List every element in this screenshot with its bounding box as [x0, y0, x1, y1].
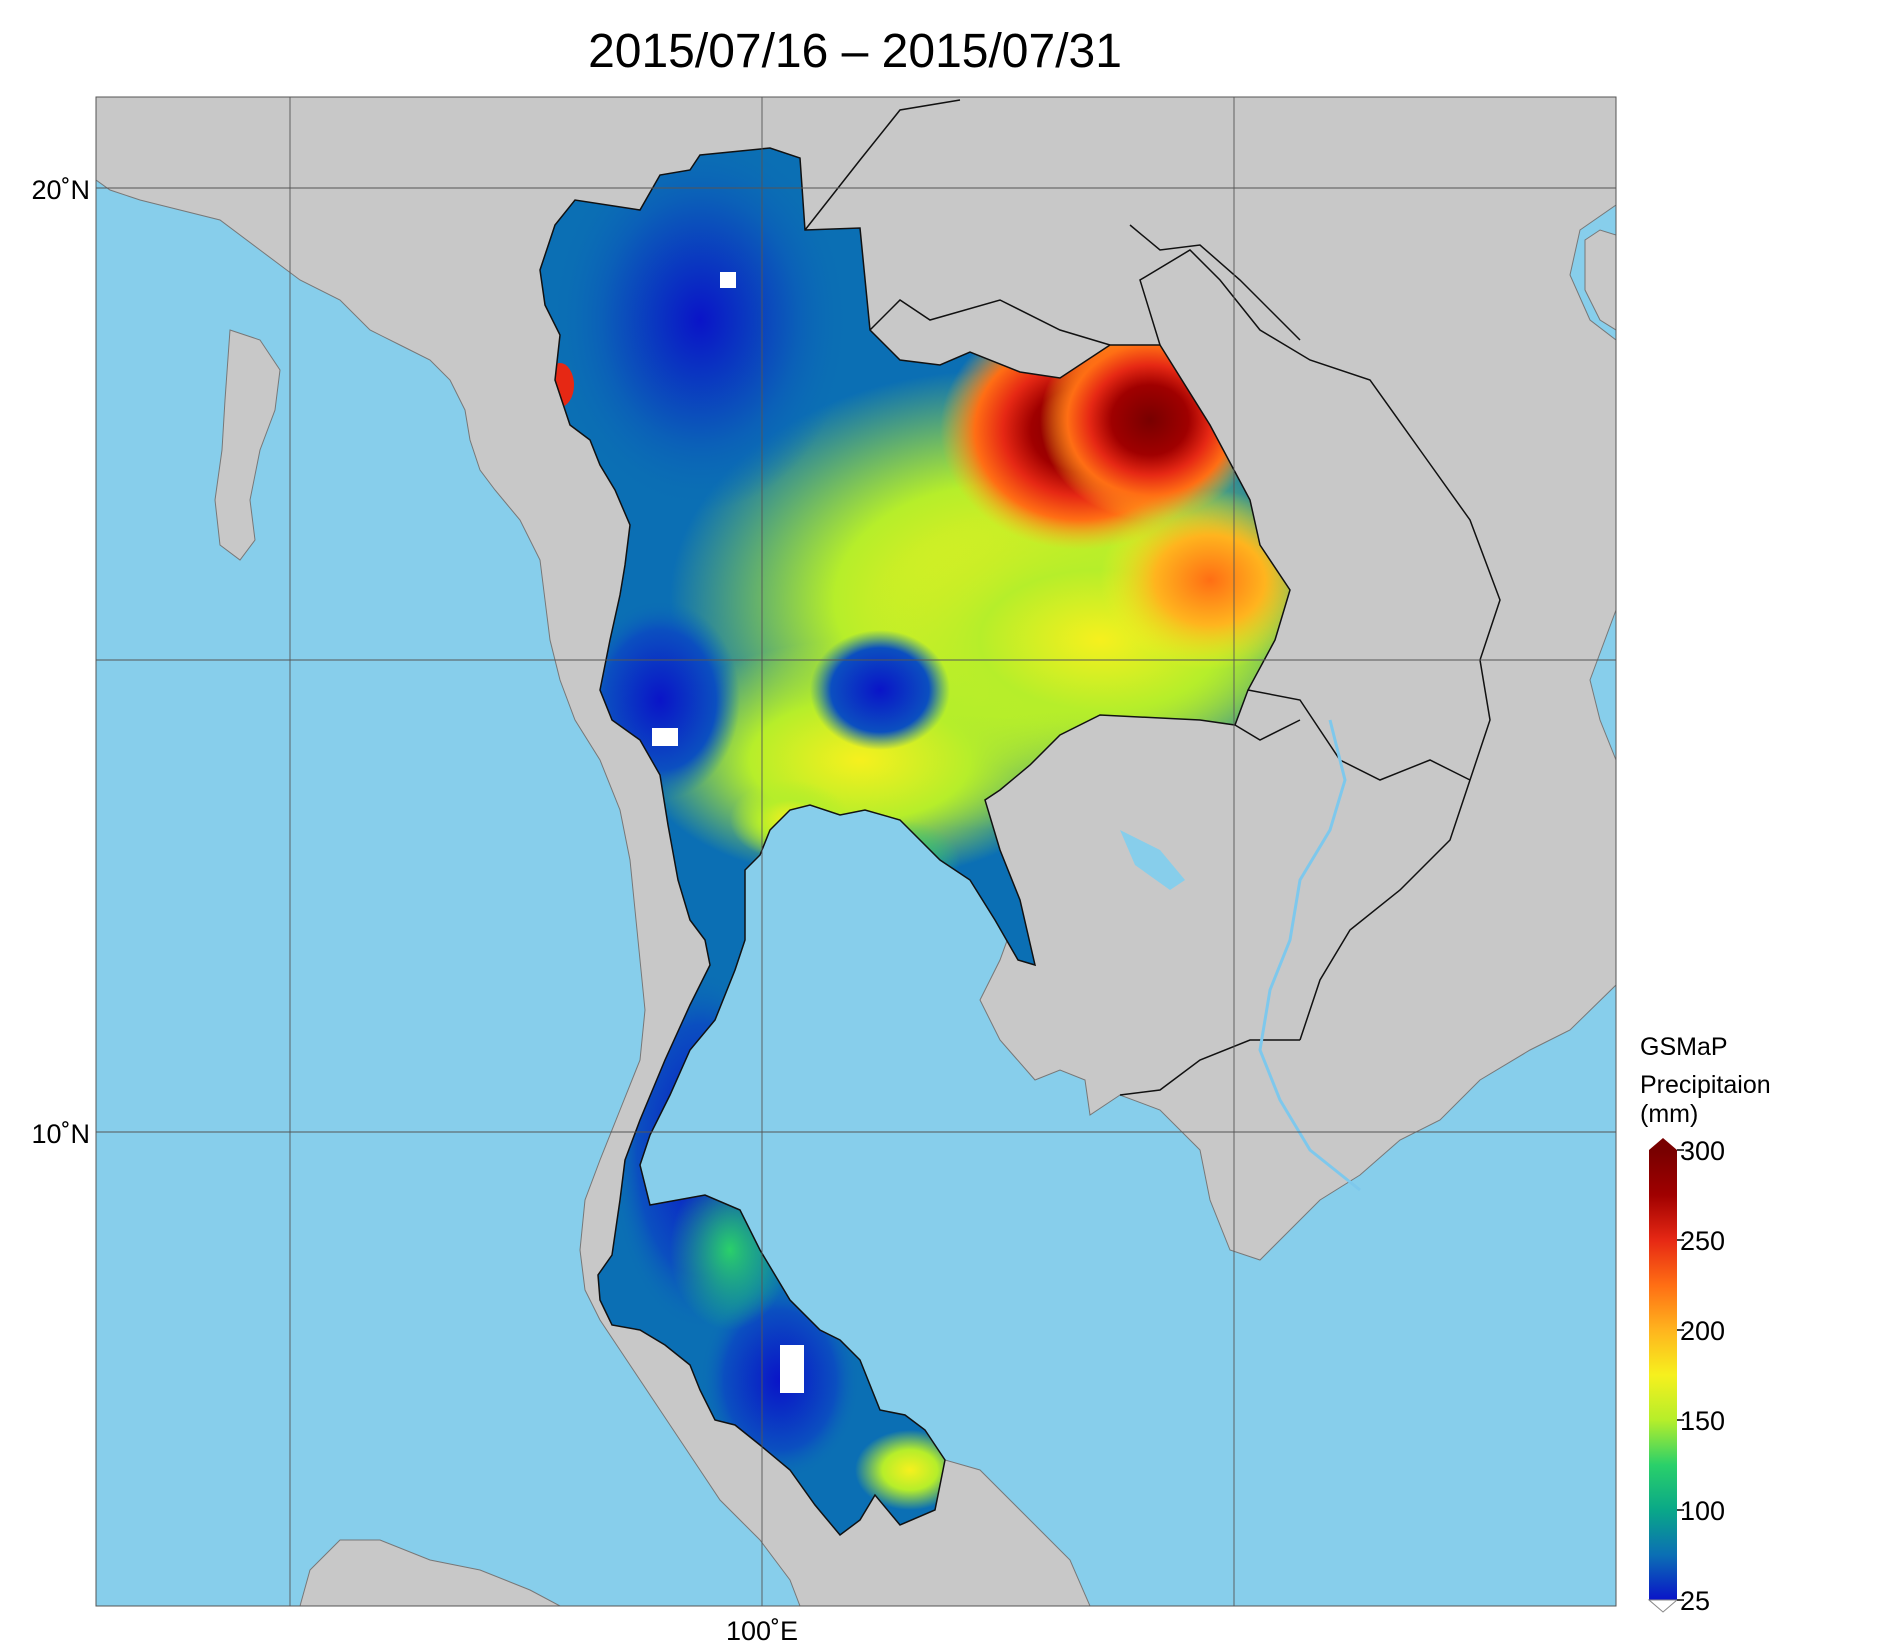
- map-title: 2015/07/16 – 2015/07/31: [588, 25, 1122, 78]
- map-border: [95, 96, 1617, 1607]
- land-hainan: [1584, 229, 1616, 331]
- legend-tick-25: 25: [1680, 1586, 1710, 1616]
- land-peninsula-west: [214, 329, 281, 561]
- land-sumatra: [299, 1539, 561, 1606]
- legend-max-arrow: [1649, 1138, 1677, 1150]
- legend-colorbar: [1649, 1150, 1677, 1600]
- legend-title-line3: (mm): [1640, 1100, 1698, 1128]
- map-frame: [96, 97, 1616, 1606]
- country-borders: [804, 99, 1501, 1096]
- legend: GSMaP Precipitaion (mm) 300 250 200 150 …: [1640, 1033, 1771, 1616]
- legend-title-line2: Precipitaion: [1640, 1071, 1771, 1099]
- lat-label-20n: 20˚N: [31, 175, 90, 205]
- legend-tick-200: 200: [1680, 1316, 1725, 1346]
- legend-tick-250: 250: [1680, 1226, 1725, 1256]
- legend-tick-100: 100: [1680, 1496, 1725, 1526]
- lat-label-10n: 10˚N: [31, 1119, 90, 1149]
- grid-lines: [96, 97, 1616, 1606]
- lon-label-100e: 100˚E: [726, 1616, 798, 1646]
- legend-tick-150: 150: [1680, 1406, 1725, 1436]
- legend-min-arrow: [1647, 1599, 1679, 1613]
- legend-tick-300: 300: [1680, 1136, 1725, 1166]
- legend-title-line1: GSMaP: [1640, 1033, 1728, 1061]
- tonle-sap-lake: [1120, 830, 1185, 890]
- river-mekong: [1258, 719, 1361, 1192]
